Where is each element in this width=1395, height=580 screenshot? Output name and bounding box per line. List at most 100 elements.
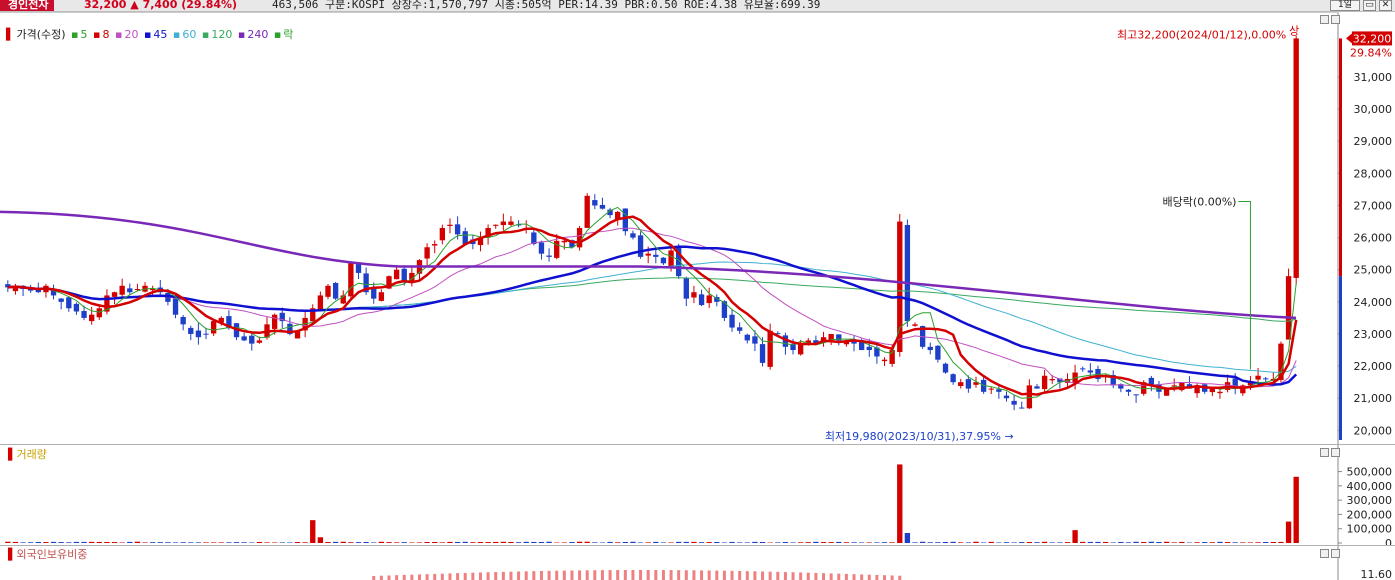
candle-body xyxy=(661,258,666,264)
candle-body xyxy=(935,346,940,360)
volume-tick-label: 300,000 xyxy=(1347,494,1393,507)
volume-bar xyxy=(851,542,856,543)
volume-bar xyxy=(81,542,86,543)
volume-bar xyxy=(333,542,338,543)
price-tick-label: 23,000 xyxy=(1354,328,1393,341)
volume-bar xyxy=(1263,542,1268,543)
candle-body xyxy=(737,327,742,330)
volume-bar xyxy=(470,542,475,543)
foreign-minimize-icon[interactable] xyxy=(1320,549,1329,558)
restore-icon[interactable]: ▭ xyxy=(1363,0,1376,11)
volume-bar xyxy=(1294,477,1299,543)
volume-bar xyxy=(150,542,155,543)
candle-body xyxy=(638,235,643,257)
foreign-ownership-panel[interactable]: ▌외국인보유비중 11.60 xyxy=(0,545,1395,579)
volume-bar xyxy=(219,542,224,543)
volume-bar xyxy=(1133,542,1138,543)
candle-body xyxy=(1210,389,1215,392)
volume-bar xyxy=(1004,542,1009,543)
volume-bar xyxy=(241,542,246,543)
range-bar-down xyxy=(1339,276,1342,440)
candle-body xyxy=(424,247,429,258)
volume-bar xyxy=(402,542,407,543)
volume-bar xyxy=(203,542,208,543)
volume-bar xyxy=(928,542,933,543)
volume-bar xyxy=(1065,542,1070,543)
stock-name[interactable]: 경인전자 xyxy=(0,0,54,12)
volume-bar xyxy=(1103,542,1108,543)
volume-bar xyxy=(302,542,307,543)
foreign-bar xyxy=(380,576,383,580)
volume-bar xyxy=(1072,530,1077,543)
close-icon[interactable]: ✕ xyxy=(1379,0,1392,11)
foreign-maximize-icon[interactable] xyxy=(1331,549,1340,558)
dividend-annotation: 배당락(0.00%) xyxy=(1163,195,1237,208)
candle-body xyxy=(1088,370,1093,372)
volume-bar xyxy=(1194,542,1199,543)
candle-body xyxy=(950,374,955,382)
volume-bar xyxy=(463,542,468,543)
stock-info-bar: 경인전자 32,200 ▲ 7,400 (29.84%) 463,506 구분:… xyxy=(0,0,1395,12)
volume-bar xyxy=(516,542,521,543)
candle-body xyxy=(1027,385,1032,408)
foreign-bar xyxy=(853,574,856,580)
period-button[interactable]: 1일 xyxy=(1330,0,1360,11)
candle-body xyxy=(493,225,498,226)
volume-bar xyxy=(813,542,818,543)
high-annotation: 최고32,200(2024/01/12),0.00% xyxy=(1117,28,1286,41)
volume-bar xyxy=(440,542,445,543)
volume-bar xyxy=(264,542,269,543)
foreign-chart-svg[interactable]: 11.60 xyxy=(0,546,1395,580)
foreign-bar xyxy=(448,573,451,580)
volume-bar xyxy=(379,542,384,543)
volume-bar xyxy=(1202,542,1207,543)
volume-bar xyxy=(539,542,544,543)
price-tick-label: 27,000 xyxy=(1354,199,1393,212)
volume-bar xyxy=(630,542,635,543)
volume-bar xyxy=(363,542,368,543)
candle-body xyxy=(623,209,628,232)
panel-minimize-icon[interactable] xyxy=(1320,15,1329,24)
panel-maximize-icon[interactable] xyxy=(1331,15,1340,24)
foreign-bar xyxy=(387,575,390,580)
candle-body xyxy=(66,297,71,308)
volume-bar xyxy=(889,542,894,543)
volume-bar xyxy=(676,542,681,543)
price-tick-label: 24,000 xyxy=(1354,296,1393,309)
volume-bar xyxy=(295,542,300,543)
volume-bar xyxy=(1095,542,1100,543)
foreign-bar xyxy=(875,575,878,580)
volume-bar xyxy=(287,542,292,543)
volume-bar xyxy=(356,542,361,543)
candle-body xyxy=(188,328,193,334)
volume-bar xyxy=(386,542,391,543)
candle-body xyxy=(691,292,696,297)
price-chart-svg[interactable]: 31,00030,00029,00028,00027,00026,00025,0… xyxy=(0,12,1395,444)
volume-bar xyxy=(859,542,864,543)
volume-bar xyxy=(607,542,612,543)
volume-minimize-icon[interactable] xyxy=(1320,448,1329,457)
volume-bar xyxy=(188,542,193,543)
price-panel[interactable]: ▌가격(수정) ▪5 ▪8 ▪20 ▪45 ▪60 ▪120 ▪240 ▪락 3… xyxy=(0,12,1395,444)
candle-body xyxy=(394,270,399,279)
volume-bar xyxy=(1255,542,1260,543)
volume-maximize-icon[interactable] xyxy=(1331,448,1340,457)
volume-bar xyxy=(13,542,18,543)
volume-bar xyxy=(325,542,330,543)
volume-bar xyxy=(211,542,216,543)
candle-body xyxy=(867,347,872,350)
foreign-bar xyxy=(403,575,406,580)
volume-bar xyxy=(249,542,254,543)
price-tick-label: 25,000 xyxy=(1354,264,1393,277)
candle-body xyxy=(1294,38,1299,278)
candle-body xyxy=(1034,386,1039,388)
volume-bar xyxy=(1172,542,1177,543)
volume-bar xyxy=(257,542,262,543)
volume-bar xyxy=(958,542,963,543)
candle-body xyxy=(348,263,353,296)
volume-bar xyxy=(1225,542,1230,543)
foreign-bar xyxy=(860,574,863,580)
candle-body xyxy=(966,379,971,388)
